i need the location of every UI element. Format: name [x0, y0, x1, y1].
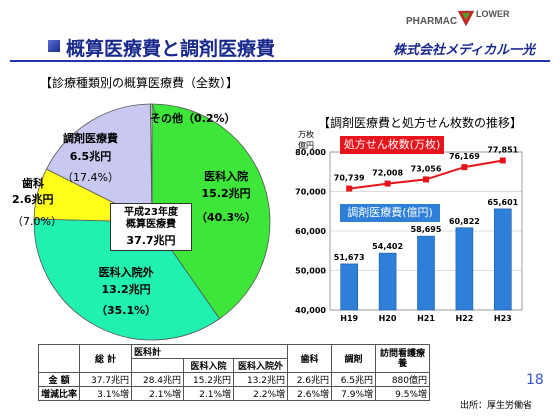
pie-label-inpatient-amount: 15.2兆円 [201, 187, 251, 200]
x-tick-label: H19 [340, 314, 358, 323]
table-cell: 6.5兆円 [331, 372, 377, 387]
line-value-label: 72,008 [372, 169, 403, 178]
table-row: 金 額 37.7兆円 28.4兆円 15.2兆円 13.2兆円 2.6兆円 6.… [37, 372, 431, 387]
bar-value-label: 58,695 [411, 225, 442, 234]
company-name: 株式会社メディカル一光 [393, 43, 536, 58]
y-unit-line2: 億円 [298, 140, 314, 150]
x-tick-label: H21 [417, 314, 435, 323]
pie-label-dental: 歯科 2.6兆円 （7.0%） [12, 175, 62, 229]
y-tick-label: 40,000 [295, 306, 326, 315]
table-cell: 28.4兆円 [131, 372, 185, 387]
x-tick-label: H20 [379, 314, 397, 323]
table-header-medical-blank [131, 358, 185, 373]
pie-label-dental-name: 歯科 [22, 177, 44, 190]
x-tick-label: H23 [494, 314, 512, 323]
pie-label-outpatient-amount: 13.2兆円 [101, 283, 151, 296]
plot-frame [329, 151, 523, 311]
bar-chart-heading: 【調剤医療費と処方せん枚数の推移】 [318, 116, 523, 130]
bar-value-label: 65,601 [487, 198, 518, 207]
data-table: 総 計 医科計 歯科 調剤 訪問看護療養 医科入院 医科入院外 金 額 37.7… [37, 344, 431, 401]
slide-title: 概算医療費と調剤医療費 [66, 38, 276, 60]
bar-H22 [455, 227, 474, 311]
table-cell: 15.2兆円 [183, 372, 235, 387]
table-cell: 7.9%増 [331, 386, 377, 401]
pie-chart-heading: 【診療種類別の概算医療費（全数）】 [40, 76, 239, 90]
table-header-outpatient: 医科入院外 [233, 358, 289, 373]
table-header-dispensing: 調剤 [331, 344, 377, 373]
line-point-H22 [461, 164, 468, 171]
pie-label-inpatient-share: （40.3%） [196, 211, 257, 224]
y-tick-label: 80,000 [295, 148, 326, 157]
table-cell: 2.2%増 [233, 386, 289, 401]
table-header-home-nursing: 訪問看護療養 [375, 344, 431, 373]
company-logo: PHARMAC LOWER [406, 9, 510, 27]
pie-center-line2: 概算医療費 [126, 219, 176, 230]
y-tick-label: 50,000 [295, 267, 326, 276]
bar-value-label: 60,822 [449, 217, 480, 226]
pie-label-other-share: （0.2%） [183, 112, 236, 125]
pie-label-other-name: その他 [150, 112, 183, 125]
table-header-total: 総 計 [79, 344, 133, 373]
bar-series-legend: 調剤医療費(億円) [340, 204, 440, 222]
table-cell: 37.7兆円 [79, 372, 133, 387]
bar-value-label: 51,673 [334, 253, 365, 262]
table-row-label: 増減比率 [37, 386, 81, 401]
line-value-label: 77,851 [487, 145, 518, 154]
table-cell: 2.6%増 [287, 386, 333, 401]
x-tick-label: H22 [455, 314, 473, 323]
pie-label-dental-amount: 2.6兆円 [12, 193, 54, 206]
y-unit-line1: 万枚 [298, 129, 314, 139]
bar-H20 [378, 252, 397, 311]
pie-label-dispensing-amount: 6.5兆円 [69, 150, 112, 163]
pie-label-outpatient-share: （35.1%） [96, 304, 157, 317]
pie-label-inpatient: 医科入院 15.2兆円 （40.3%） [196, 168, 256, 225]
table-header-row-1: 総 計 医科計 歯科 調剤 訪問看護療養 [37, 344, 431, 373]
page-number: 18 [526, 372, 544, 388]
table-cell: 2.1%増 [183, 386, 235, 401]
table-cell: 880億円 [375, 372, 431, 387]
logo-text: PHARMAC [406, 16, 457, 27]
table-header-inpatient: 医科入院 [183, 358, 235, 373]
table-cell: 2.6兆円 [287, 372, 333, 387]
pie-label-dispensing-share: （17.4%） [62, 171, 119, 184]
title-bullet [48, 40, 60, 52]
y-tick-label: 70,000 [295, 188, 326, 197]
line-series-legend: 処方せん枚数(万枚) [340, 136, 444, 154]
table-cell: 2.1%増 [131, 386, 185, 401]
table-cell: 3.1%増 [79, 386, 133, 401]
line-value-label: 76,169 [449, 152, 480, 161]
pie-center-line1: 平成23年度 [124, 207, 178, 218]
line-point-H21 [423, 176, 429, 183]
line-point-H19 [346, 185, 353, 192]
logo-text-2: LOWER [476, 9, 510, 19]
table-row: 増減比率 3.1%増 2.1%増 2.1%増 2.2%増 2.6%増 7.9%増… [37, 386, 431, 401]
y-tick-label: 60,000 [295, 227, 326, 236]
pie-label-dispensing: 調剤医療費 6.5兆円 （17.4%） [62, 130, 119, 185]
table-header-medical: 医科計 [131, 344, 289, 359]
pie-label-dispensing-name: 調剤医療費 [62, 132, 118, 145]
title-rule [10, 60, 550, 62]
line-series-path [349, 159, 503, 190]
pie-label-outpatient-name: 医科入院外 [98, 266, 154, 279]
table-cell: 9.5%増 [375, 386, 431, 401]
pie-label-inpatient-name: 医科入院 [204, 170, 249, 183]
table-header-dental: 歯科 [287, 344, 333, 373]
table-row-label: 金 額 [37, 372, 81, 387]
bar-H23 [493, 208, 512, 311]
pie-label-outpatient: 医科入院外 13.2兆円 （35.1%） [96, 264, 156, 318]
pie-center-total: 37.7兆円 [126, 234, 176, 247]
bar-H19 [340, 263, 359, 311]
bar-value-label: 54,402 [372, 242, 403, 251]
pie-center-box: 平成23年度 概算医療費 37.7兆円 [110, 203, 192, 251]
line-point-H20 [384, 180, 391, 187]
bar-H21 [417, 235, 435, 311]
pie-label-dental-share: （7.0%） [12, 215, 62, 228]
table-cell: 13.2兆円 [233, 372, 289, 387]
line-value-label: 73,056 [411, 164, 442, 173]
line-point-H23 [499, 157, 506, 164]
source-note: 出所：厚生労働省 [460, 401, 533, 411]
table-corner [37, 344, 81, 373]
pie-label-other: その他（0.2%） [150, 110, 236, 126]
line-value-label: 70,739 [334, 174, 365, 183]
